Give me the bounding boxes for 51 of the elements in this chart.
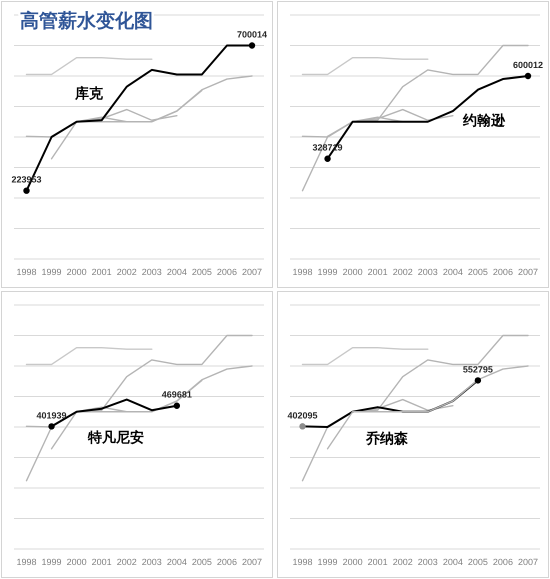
x-tick-label: 1998 xyxy=(16,557,37,567)
x-tick-label: 2007 xyxy=(518,267,538,277)
x-tick-label: 2005 xyxy=(468,267,488,277)
x-tick-label: 2003 xyxy=(142,557,162,567)
x-tick-label: 2001 xyxy=(368,557,388,567)
x-tick-label: 2003 xyxy=(142,267,162,277)
x-tick-label: 2000 xyxy=(342,267,363,277)
x-tick-label: 2007 xyxy=(242,557,262,567)
data-label: 552795 xyxy=(462,364,493,374)
x-tick-label: 1998 xyxy=(292,557,313,567)
x-tick-label: 2007 xyxy=(518,557,538,567)
x-tick-label: 2005 xyxy=(192,557,212,567)
x-tick-label: 2000 xyxy=(66,267,87,277)
x-tick-label: 2006 xyxy=(216,557,237,567)
x-tick-label: 2001 xyxy=(92,267,112,277)
data-label: 469681 xyxy=(162,390,192,400)
x-tick-label: 2005 xyxy=(468,557,488,567)
x-tick-label: 2002 xyxy=(116,267,137,277)
x-tick-label: 2007 xyxy=(242,267,262,277)
x-tick-label: 2002 xyxy=(392,557,413,567)
series-label: 乔纳森 xyxy=(365,430,409,446)
data-label: 401939 xyxy=(36,410,67,420)
x-tick-label: 2002 xyxy=(116,557,137,567)
x-tick-label: 1998 xyxy=(16,267,37,277)
data-label: 402095 xyxy=(287,410,318,420)
x-tick-label: 2004 xyxy=(442,267,463,277)
x-tick-label: 2005 xyxy=(192,267,212,277)
x-tick-label: 2002 xyxy=(392,267,413,277)
x-tick-label: 2006 xyxy=(492,267,513,277)
x-tick-label: 2001 xyxy=(368,267,388,277)
data-label: 700014 xyxy=(236,29,268,40)
x-tick-label: 1999 xyxy=(318,267,338,277)
x-tick-label: 2000 xyxy=(66,557,87,567)
x-tick-label: 2004 xyxy=(442,557,463,567)
x-tick-label: 1999 xyxy=(42,557,62,567)
data-label: 600012 xyxy=(512,60,544,70)
x-tick-label: 2004 xyxy=(166,267,187,277)
x-tick-label: 2001 xyxy=(92,557,112,567)
x-tick-label: 2006 xyxy=(216,267,237,277)
x-tick-label: 1998 xyxy=(292,267,313,277)
series-label: 库克 xyxy=(74,85,104,101)
x-tick-label: 2000 xyxy=(342,557,363,567)
x-tick-label: 2006 xyxy=(492,557,513,567)
series-label: 约翰逊 xyxy=(462,112,506,128)
series-label: 特凡尼安 xyxy=(87,429,144,445)
x-tick-label: 2003 xyxy=(418,557,438,567)
x-tick-label: 1999 xyxy=(318,557,338,567)
x-tick-label: 2004 xyxy=(166,557,187,567)
x-tick-label: 1999 xyxy=(42,267,62,277)
x-tick-label: 2003 xyxy=(418,267,438,277)
chart-title: 高管薪水变化图 xyxy=(20,10,153,32)
